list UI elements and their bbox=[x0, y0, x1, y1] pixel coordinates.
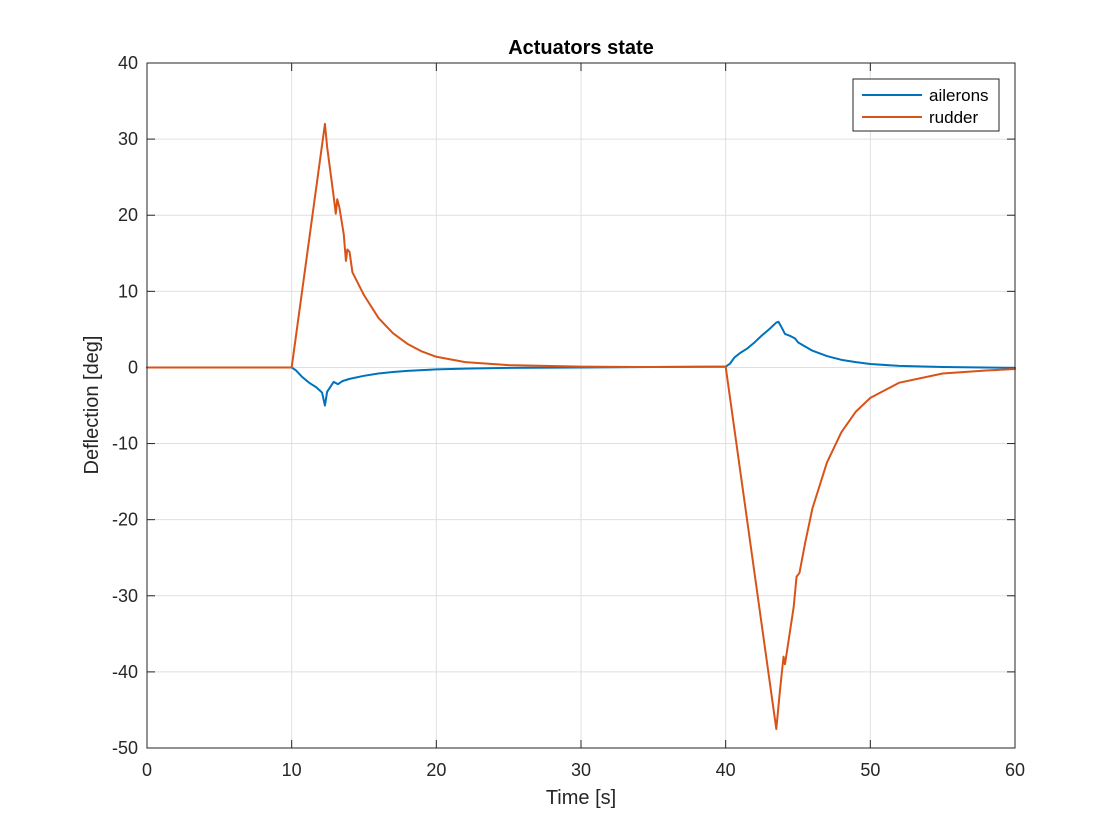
y-tick-label: -50 bbox=[112, 738, 138, 758]
plot-frame bbox=[146, 62, 1016, 749]
legend-label-ailerons: ailerons bbox=[929, 86, 989, 105]
y-tick-label: -40 bbox=[112, 662, 138, 682]
series-lines bbox=[146, 122, 1016, 730]
x-tick-label: 20 bbox=[426, 760, 446, 780]
y-tick-label: -30 bbox=[112, 586, 138, 606]
x-tick-label: 30 bbox=[571, 760, 591, 780]
y-tick-label: -10 bbox=[112, 434, 138, 454]
x-tick-label: 60 bbox=[1005, 760, 1025, 780]
y-tick-label: 30 bbox=[118, 129, 138, 149]
y-tick-label: 10 bbox=[118, 281, 138, 301]
legend-label-rudder: rudder bbox=[929, 108, 978, 127]
y-tick-label: 0 bbox=[128, 357, 138, 377]
y-tick-label: 40 bbox=[118, 53, 138, 73]
chart-title: Actuators state bbox=[508, 37, 654, 59]
x-axis-label: Time [s] bbox=[546, 787, 616, 809]
legend: ailerons rudder bbox=[852, 78, 1000, 132]
series-line-rudder bbox=[146, 122, 1016, 730]
y-tick-label: -20 bbox=[112, 510, 138, 530]
tick-labels: 0 10 20 30 40 50 60 40 30 20 10 0 -10 -20 -30 -40 -50 bbox=[112, 53, 1025, 780]
y-tick-label: 20 bbox=[118, 205, 138, 225]
x-tick-label: 40 bbox=[716, 760, 736, 780]
x-tick-label: 10 bbox=[282, 760, 302, 780]
y-axis-label: Deflection [deg] bbox=[81, 336, 103, 475]
x-tick-label: 0 bbox=[142, 760, 152, 780]
x-tick-label: 50 bbox=[860, 760, 880, 780]
legend-box bbox=[852, 78, 1000, 132]
